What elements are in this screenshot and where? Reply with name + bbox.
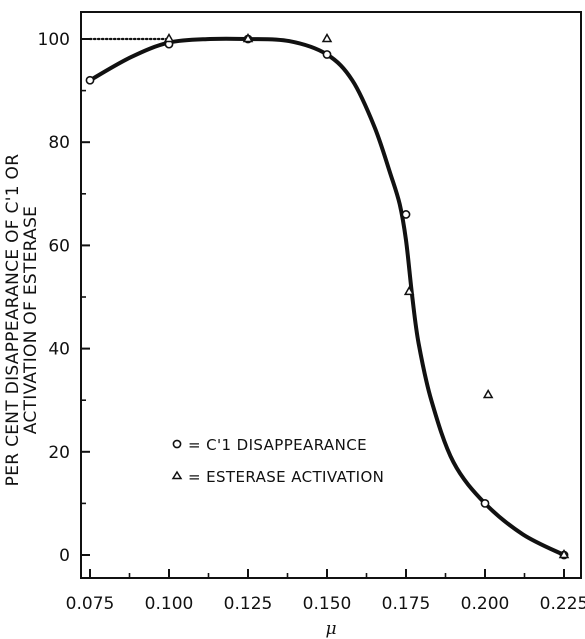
esterase-activation-point bbox=[558, 548, 570, 559]
c1-disappearance-point bbox=[322, 50, 332, 59]
y-axis-title-line-1: PER CENT DISAPPEARANCE OF C'1 OR bbox=[3, 154, 23, 487]
curves bbox=[88, 36, 566, 557]
c1-disappearance-point bbox=[480, 498, 490, 508]
y-tick-label: 80 bbox=[48, 133, 70, 153]
fitted-curve bbox=[88, 36, 566, 557]
y-tick-label: 0 bbox=[59, 546, 70, 566]
y-tick-label: 20 bbox=[48, 443, 70, 463]
legend: = C'1 DISAPPEARANCE = ESTERASE ACTIVATIO… bbox=[171, 436, 384, 486]
x-tick-label: 0.225 bbox=[540, 594, 585, 614]
x-axis-title: μ bbox=[325, 619, 336, 639]
legend-circle-marker bbox=[172, 439, 182, 449]
esterase-activation-point bbox=[482, 389, 494, 399]
x-tick-label: 0.125 bbox=[224, 594, 273, 614]
plot-frame bbox=[80, 11, 582, 579]
x-tick-label: 0.175 bbox=[382, 594, 431, 614]
x-tick-label: 0.200 bbox=[461, 594, 510, 614]
legend-label-c1-disappearance: = C'1 DISAPPEARANCE bbox=[188, 436, 367, 454]
axes bbox=[80, 11, 582, 579]
esterase-activation-point bbox=[242, 32, 254, 43]
esterase-activation-point bbox=[321, 32, 333, 43]
legend-label-esterase-activation: = ESTERASE ACTIVATION bbox=[188, 468, 384, 486]
y-tick-label: 60 bbox=[48, 236, 70, 256]
legend-triangle-marker bbox=[171, 470, 183, 480]
c1-disappearance-point bbox=[401, 210, 411, 219]
y-tick-label: 40 bbox=[48, 340, 70, 360]
esterase-activation-point bbox=[403, 285, 415, 296]
markers bbox=[85, 32, 570, 560]
c1-disappearance-point bbox=[85, 75, 95, 85]
x-tick-label: 0.100 bbox=[145, 594, 194, 614]
x-tick-label: 0.150 bbox=[303, 594, 352, 614]
y-axis-title-line-2: ACTIVATION OF ESTERASE bbox=[21, 206, 41, 434]
tick-labels: 0.075 0.100 0.125 0.150 0.175 0.200 0.225 0 20 40… bbox=[38, 30, 585, 614]
esterase-activation-point bbox=[163, 32, 175, 43]
x-tick-label: 0.075 bbox=[66, 594, 115, 614]
y-tick-label: 100 bbox=[38, 30, 70, 50]
